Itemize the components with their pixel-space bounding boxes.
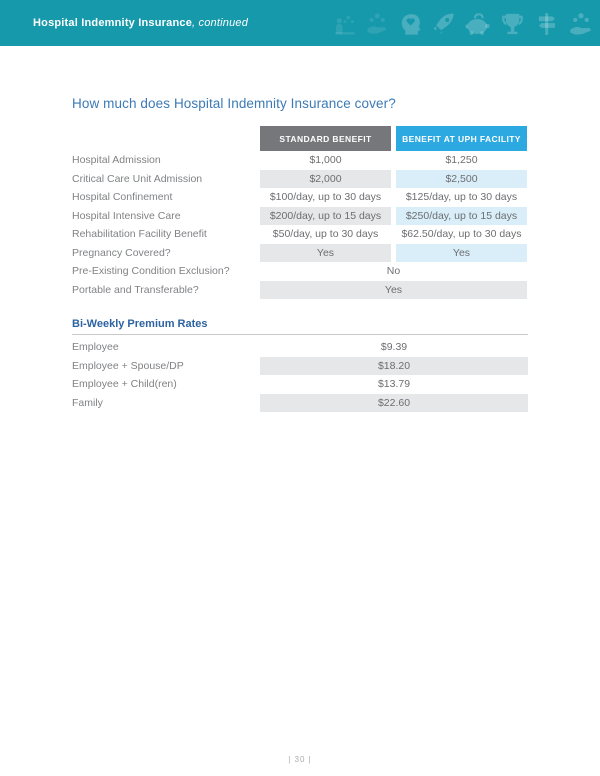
hand-money-icon bbox=[367, 13, 387, 34]
table-row: Rehabilitation Facility Benefit $50/day,… bbox=[72, 225, 528, 244]
uph-value: Yes bbox=[396, 243, 527, 262]
row-label: Hospital Confinement bbox=[72, 191, 173, 204]
row-label: Hospital Admission bbox=[72, 154, 161, 167]
table-row: Pregnancy Covered? Yes Yes bbox=[72, 243, 528, 262]
premium-value: $13.79 bbox=[377, 378, 411, 391]
person-coins-icon bbox=[335, 15, 355, 35]
header-icon-strip bbox=[332, 5, 595, 43]
premium-value: $18.20 bbox=[260, 356, 528, 375]
row-label: Portable and Transferable? bbox=[72, 283, 199, 296]
rocket-icon bbox=[433, 13, 454, 35]
uph-value: $2,500 bbox=[396, 169, 527, 188]
table-row: Hospital Admission $1,000 $1,250 bbox=[72, 151, 528, 170]
uph-value: $1,250 bbox=[445, 154, 478, 167]
row-label: Critical Care Unit Admission bbox=[72, 172, 203, 185]
table-row: Hospital Confinement $100/day, up to 30 … bbox=[72, 188, 528, 207]
span-value: Yes bbox=[260, 280, 527, 299]
benefits-table-header-row: STANDARD BENEFIT BENEFIT AT UPH FACILITY bbox=[72, 126, 528, 151]
row-label: Family bbox=[72, 396, 103, 409]
table-row: Employee $9.39 bbox=[72, 338, 528, 357]
table-row: Employee + Child(ren) $13.79 bbox=[72, 375, 528, 394]
header-title-suffix: , continued bbox=[192, 17, 249, 29]
header-spacer bbox=[72, 126, 260, 151]
page-header-bar: Hospital Indemnity Insurance, continued bbox=[0, 0, 600, 46]
table-row: Employee + Spouse/DP $18.20 bbox=[72, 356, 528, 375]
standard-value: $200/day, up to 15 days bbox=[260, 206, 391, 225]
row-label: Rehabilitation Facility Benefit bbox=[72, 228, 207, 241]
premium-rates-title: Bi-Weekly Premium Rates bbox=[72, 318, 528, 335]
page-number: | 30 | bbox=[288, 755, 312, 764]
section-heading: How much does Hospital Indemnity Insuran… bbox=[72, 96, 396, 111]
row-label: Pre-Existing Condition Exclusion? bbox=[72, 265, 230, 278]
premium-rates-table: Employee $9.39 Employee + Spouse/DP $18.… bbox=[72, 338, 528, 412]
row-label: Employee bbox=[72, 341, 119, 354]
standard-value: $50/day, up to 30 days bbox=[272, 228, 379, 241]
uph-value: $62.50/day, up to 30 days bbox=[401, 228, 522, 241]
page-header-title: Hospital Indemnity Insurance, continued bbox=[33, 17, 248, 29]
header-title-main: Hospital Indemnity Insurance bbox=[33, 17, 193, 29]
trophy-icon bbox=[502, 13, 523, 35]
standard-value: Yes bbox=[260, 243, 391, 262]
standard-value: $2,000 bbox=[260, 169, 391, 188]
standard-value: $100/day, up to 30 days bbox=[269, 191, 382, 204]
row-label: Employee + Child(ren) bbox=[72, 378, 177, 391]
benefits-table: STANDARD BENEFIT BENEFIT AT UPH FACILITY… bbox=[72, 126, 528, 299]
hand-coins-icon bbox=[570, 13, 591, 35]
uph-value: $125/day, up to 30 days bbox=[405, 191, 518, 204]
premium-value: $9.39 bbox=[380, 341, 408, 354]
table-row: Family $22.60 bbox=[72, 393, 528, 412]
row-label: Pregnancy Covered? bbox=[72, 246, 171, 259]
table-row: Critical Care Unit Admission $2,000 $2,5… bbox=[72, 169, 528, 188]
table-row: Hospital Intensive Care $200/day, up to … bbox=[72, 206, 528, 225]
table-row: Portable and Transferable? Yes bbox=[72, 280, 528, 299]
table-row: Pre-Existing Condition Exclusion? No bbox=[72, 262, 528, 281]
column-header-uph-facility: BENEFIT AT UPH FACILITY bbox=[396, 126, 527, 151]
premium-rates-section: Bi-Weekly Premium Rates Employee $9.39 E… bbox=[72, 318, 528, 412]
span-value: No bbox=[386, 265, 401, 278]
head-heart-icon bbox=[401, 14, 421, 35]
premium-value: $22.60 bbox=[260, 393, 528, 412]
row-label: Employee + Spouse/DP bbox=[72, 359, 184, 372]
column-header-standard-benefit: STANDARD BENEFIT bbox=[260, 126, 391, 151]
standard-value: $1,000 bbox=[309, 154, 342, 167]
page-content: How much does Hospital Indemnity Insuran… bbox=[72, 96, 528, 412]
uph-value: $250/day, up to 15 days bbox=[396, 206, 527, 225]
signpost-icon bbox=[538, 13, 555, 35]
row-label: Hospital Intensive Care bbox=[72, 209, 181, 222]
piggy-bank-icon bbox=[465, 13, 490, 35]
